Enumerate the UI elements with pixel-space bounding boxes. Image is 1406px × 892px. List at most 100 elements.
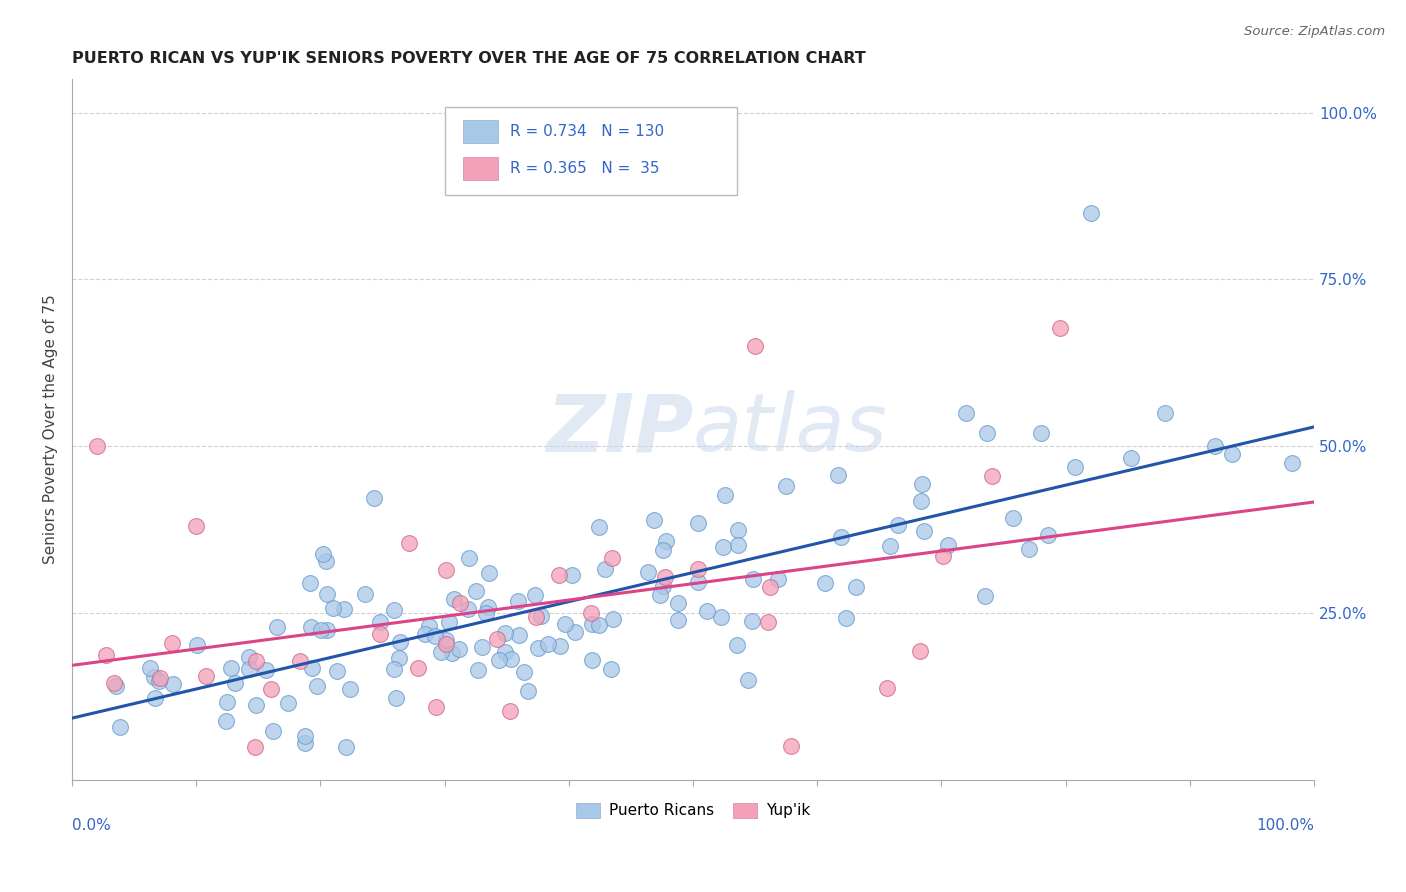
Point — [425, 699, 447, 714]
Point — [245, 654, 267, 668]
Point — [759, 580, 782, 594]
Point — [299, 620, 322, 634]
Point — [727, 523, 749, 537]
Point — [827, 467, 849, 482]
Point — [195, 669, 218, 683]
Point — [423, 629, 446, 643]
Point — [160, 636, 183, 650]
Point — [588, 519, 610, 533]
Text: atlas: atlas — [693, 391, 887, 468]
Point — [876, 681, 898, 695]
Bar — [463, 157, 498, 180]
Point — [654, 570, 676, 584]
Point — [1204, 439, 1226, 453]
Point — [737, 673, 759, 687]
Point — [1064, 459, 1087, 474]
Point — [305, 679, 328, 693]
Point — [686, 562, 709, 576]
Point — [429, 644, 451, 658]
Point — [976, 426, 998, 441]
Point — [478, 566, 501, 580]
Point — [1029, 425, 1052, 440]
Point — [548, 640, 571, 654]
Text: 100.0%: 100.0% — [1256, 818, 1315, 833]
Point — [547, 568, 569, 582]
Point — [1154, 406, 1177, 420]
Point — [384, 662, 406, 676]
Point — [215, 694, 238, 708]
Point — [1049, 320, 1071, 334]
Point — [363, 491, 385, 506]
Point — [879, 539, 901, 553]
Point — [643, 513, 665, 527]
Point — [86, 439, 108, 453]
Point — [238, 661, 260, 675]
Point — [254, 663, 277, 677]
Point — [148, 673, 170, 688]
Point — [142, 670, 165, 684]
Point — [588, 618, 610, 632]
Point — [311, 623, 333, 637]
Text: R = 0.734   N = 130: R = 0.734 N = 130 — [510, 124, 665, 139]
Point — [457, 551, 479, 566]
Bar — [463, 120, 498, 144]
Point — [238, 650, 260, 665]
Point — [413, 627, 436, 641]
Point — [1038, 528, 1060, 542]
Point — [686, 575, 709, 590]
Point — [727, 538, 749, 552]
Point — [835, 610, 858, 624]
Point — [471, 640, 494, 654]
Point — [600, 551, 623, 566]
Point — [593, 561, 616, 575]
Point — [936, 538, 959, 552]
Point — [488, 653, 510, 667]
Point — [290, 654, 312, 668]
Point — [333, 602, 356, 616]
Point — [668, 596, 690, 610]
Point — [910, 493, 932, 508]
Point — [710, 610, 733, 624]
Point — [440, 646, 463, 660]
Point — [666, 613, 689, 627]
Point — [449, 642, 471, 657]
Point — [579, 606, 602, 620]
Point — [322, 600, 344, 615]
Point — [1220, 447, 1243, 461]
Point — [186, 638, 208, 652]
Point — [1119, 450, 1142, 465]
Text: 0.0%: 0.0% — [72, 818, 111, 833]
Point — [955, 406, 977, 420]
Point — [981, 469, 1004, 483]
Point — [775, 479, 797, 493]
Text: R = 0.365   N =  35: R = 0.365 N = 35 — [510, 161, 659, 176]
Text: Source: ZipAtlas.com: Source: ZipAtlas.com — [1244, 25, 1385, 38]
Point — [910, 644, 932, 658]
Point — [814, 576, 837, 591]
Point — [564, 624, 586, 639]
Text: ZIP: ZIP — [546, 391, 693, 468]
Point — [294, 729, 316, 743]
Point — [651, 542, 673, 557]
Point — [474, 607, 496, 621]
Point — [581, 653, 603, 667]
Point — [243, 739, 266, 754]
Point — [911, 477, 934, 491]
Point — [686, 516, 709, 530]
Point — [742, 572, 765, 586]
Point — [527, 641, 550, 656]
Point — [457, 601, 479, 615]
Point — [637, 565, 659, 579]
Point — [339, 682, 361, 697]
FancyBboxPatch shape — [444, 107, 737, 194]
Point — [1018, 541, 1040, 556]
Point — [219, 661, 242, 675]
Point — [599, 662, 621, 676]
Point — [744, 339, 766, 353]
Text: PUERTO RICAN VS YUP'IK SENIORS POVERTY OVER THE AGE OF 75 CORRELATION CHART: PUERTO RICAN VS YUP'IK SENIORS POVERTY O… — [72, 51, 866, 66]
Point — [108, 720, 131, 734]
Point — [443, 591, 465, 606]
Point — [418, 619, 440, 633]
Point — [499, 705, 522, 719]
Point — [711, 540, 734, 554]
